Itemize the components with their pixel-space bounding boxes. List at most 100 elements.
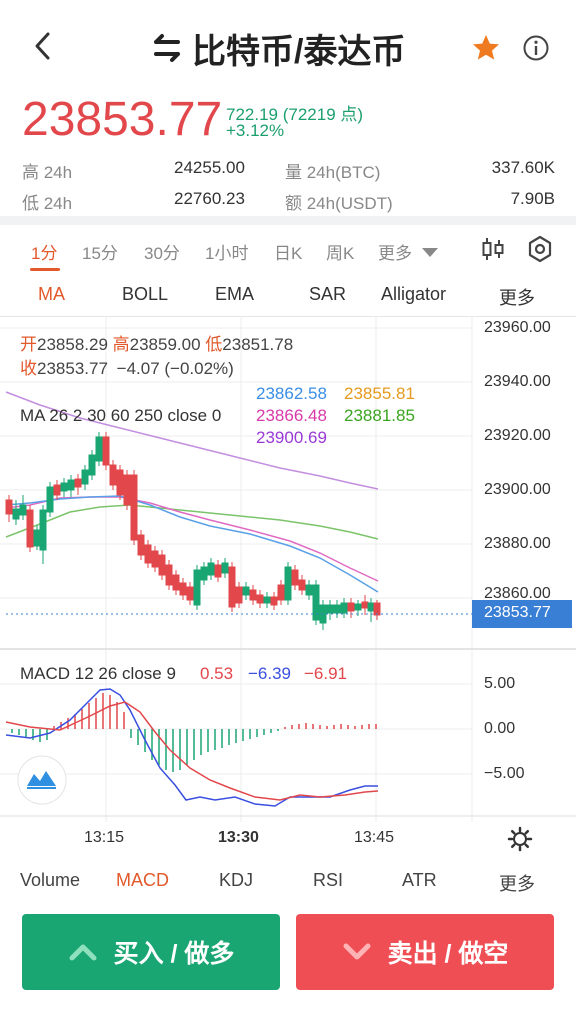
candlestick-button[interactable] — [480, 234, 506, 264]
info-button[interactable] — [520, 32, 552, 64]
pair-name: 比特币/泰达币 — [192, 32, 406, 71]
candle — [291, 565, 299, 590]
candle — [74, 474, 82, 495]
candle — [123, 470, 131, 510]
close-label: 收 — [20, 359, 37, 378]
time-axis-tick: 13:15 — [84, 829, 125, 846]
volume-24h-value: 337.60K — [491, 158, 555, 177]
indicator-boll[interactable]: BOLL — [122, 284, 169, 304]
candle — [270, 592, 278, 610]
favorite-button[interactable] — [470, 32, 502, 64]
candle — [200, 562, 208, 585]
candle — [33, 525, 41, 550]
candle — [26, 505, 34, 552]
candle — [277, 580, 285, 605]
price-change-pct: +3.12% — [226, 121, 285, 140]
ohlc-row-1: 开23858.29 高23859.00 低23851.78 — [20, 330, 293, 355]
indicator-ma[interactable]: MA — [38, 284, 65, 304]
ma-line-250 — [5, 391, 379, 490]
indicator-alligator[interactable]: Alligator — [381, 284, 447, 304]
macd-axis-tick: 5.00 — [484, 675, 516, 692]
macd-value-2: −6.39 — [248, 664, 292, 683]
indicator-sar[interactable]: SAR — [309, 284, 347, 304]
candle — [235, 582, 243, 608]
candle — [193, 565, 201, 610]
candle — [165, 560, 173, 590]
candle — [12, 500, 20, 525]
tab-interval-15m[interactable]: 15分 — [82, 244, 118, 263]
candlestick-icon — [482, 238, 504, 260]
gear-button[interactable] — [506, 826, 534, 852]
high-24h-value: 24255.00 — [174, 158, 245, 177]
high-label: 高 — [112, 335, 130, 354]
subchart-more[interactable]: 更多 — [499, 874, 535, 894]
subchart-atr[interactable]: ATR — [402, 870, 437, 890]
ma-value-5: 23900.69 — [256, 428, 327, 447]
chart-type-button[interactable] — [17, 755, 67, 805]
hexagon-settings-icon — [528, 235, 552, 263]
candle — [88, 450, 96, 480]
gear-icon — [507, 826, 533, 852]
macd-histogram — [11, 693, 377, 772]
chevron-down-icon — [343, 943, 371, 960]
price-axis-tick: 23880.00 — [484, 535, 551, 552]
subchart-macd[interactable]: MACD — [116, 870, 169, 890]
wave-chart-icon — [27, 771, 56, 789]
header-bar: 比特币/泰达币 — [0, 0, 576, 92]
more-intervals-label: 更多 — [378, 244, 412, 263]
time-axis-tick: 13:45 — [354, 829, 395, 846]
low-24h-value: 22760.23 — [174, 189, 245, 208]
price-axis-tick: 23900.00 — [484, 481, 551, 498]
page-title[interactable]: 比特币/泰达币 — [150, 26, 406, 71]
candle — [102, 432, 110, 470]
candle — [39, 505, 47, 564]
candle — [207, 558, 215, 580]
price-change: 722.19 (72219 点) — [226, 105, 364, 124]
candle — [284, 562, 292, 605]
tab-interval-30m[interactable]: 30分 — [144, 244, 180, 263]
amount-24h-value: 7.90B — [510, 189, 555, 208]
sell-short-button[interactable]: 卖出 / 做空 — [296, 914, 554, 990]
tab-interval-more[interactable]: 更多 — [378, 239, 440, 264]
price-chart[interactable] — [0, 316, 576, 822]
tab-interval-1m[interactable]: 1分 — [31, 244, 58, 263]
chart-settings-button[interactable] — [526, 234, 554, 264]
candle — [354, 600, 362, 616]
candle — [340, 598, 348, 618]
tab-interval-week[interactable]: 周K — [326, 244, 355, 263]
candle — [179, 578, 187, 600]
ma-label: MA 26 2 30 60 250 close 0 — [20, 406, 222, 425]
candle — [242, 582, 250, 600]
subchart-kdj[interactable]: KDJ — [219, 870, 254, 890]
buy-long-button[interactable]: 买入 / 做多 — [22, 914, 280, 990]
candle — [95, 432, 103, 466]
chart-top-border — [0, 316, 576, 317]
ma-value-1: 23862.58 — [256, 384, 327, 403]
candle — [67, 475, 75, 497]
price-axis-tick: 23940.00 — [484, 373, 551, 390]
subchart-volume[interactable]: Volume — [20, 870, 81, 890]
candle — [214, 560, 222, 582]
tab-interval-day[interactable]: 日K — [274, 244, 303, 263]
tab-interval-1h[interactable]: 1小时 — [205, 244, 249, 263]
sell-short-label: 卖出 / 做空 — [387, 940, 509, 968]
macd-dea-line — [5, 701, 379, 801]
candle — [305, 580, 313, 600]
swap-icon — [154, 34, 180, 62]
ma-value-3: 23866.48 — [256, 406, 327, 425]
candle — [326, 600, 334, 620]
back-button[interactable] — [28, 28, 58, 64]
candle — [263, 592, 271, 608]
chevron-left-icon — [35, 32, 50, 60]
candle — [109, 460, 117, 490]
indicator-ema[interactable]: EMA — [215, 284, 255, 304]
candle — [319, 600, 327, 630]
candle — [256, 590, 264, 608]
subchart-rsi[interactable]: RSI — [313, 870, 344, 890]
chevron-up-icon — [69, 944, 97, 961]
high-24h-label: 高 24h — [22, 163, 73, 182]
open-value: 23858.29 — [37, 335, 108, 354]
price-axis-tick: 23920.00 — [484, 427, 551, 444]
indicator-more[interactable]: 更多 — [499, 288, 535, 308]
ma-value-4: 23881.85 — [344, 406, 415, 425]
